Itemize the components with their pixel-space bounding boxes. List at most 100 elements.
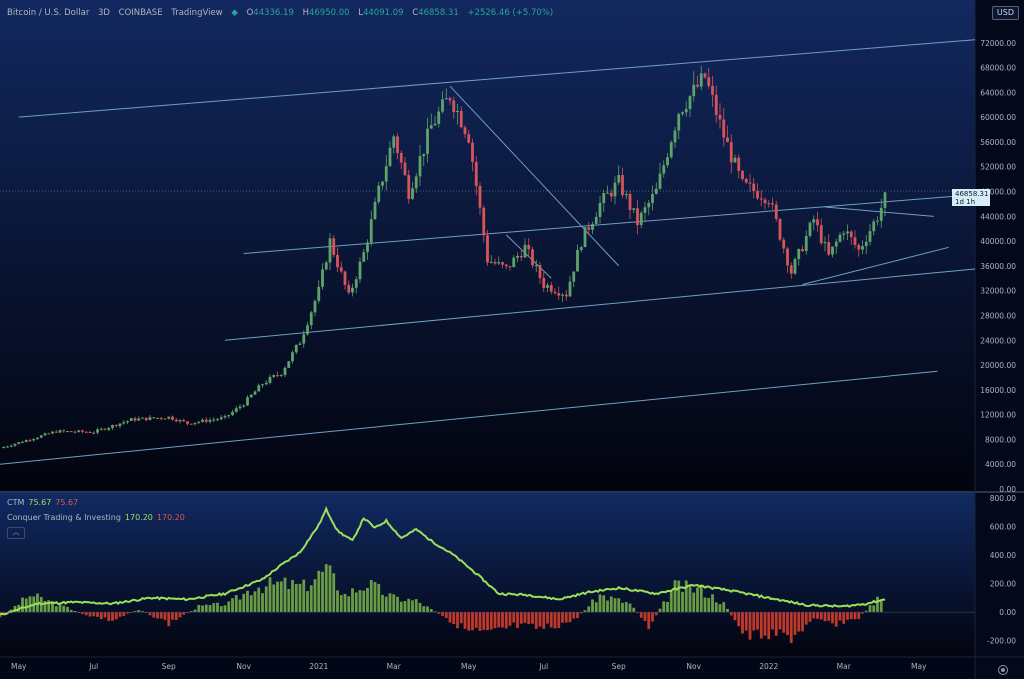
exchange-label: COINBASE <box>118 8 163 18</box>
candle-body <box>437 111 441 124</box>
candle-body <box>212 419 216 421</box>
histogram-bar <box>339 595 343 613</box>
histogram-bar <box>332 573 336 613</box>
trendline[interactable] <box>449 85 620 267</box>
histogram-bar <box>756 612 759 630</box>
candle-body <box>197 421 201 423</box>
candle-body <box>276 375 279 377</box>
candle-body <box>58 430 62 433</box>
candle-body <box>238 406 242 409</box>
histogram-bar <box>167 612 171 627</box>
settings-gear-icon[interactable] <box>998 665 1008 675</box>
interval-label[interactable]: 3D <box>98 8 110 18</box>
oscillator-axis[interactable]: 800.00 600.00 400.00 200.00 0.00 -200.00 <box>0 494 1016 646</box>
histogram-bar <box>422 606 426 613</box>
cti-value-1: 170.20 <box>124 513 153 522</box>
histogram-bar <box>553 612 557 629</box>
histogram-bar <box>501 612 504 628</box>
histogram-bar <box>148 612 152 616</box>
histogram-bar <box>662 601 666 613</box>
histogram-bar <box>508 612 512 626</box>
histogram-bar <box>144 612 148 613</box>
histogram-bar <box>677 580 681 613</box>
histogram-bar <box>426 606 429 613</box>
candle-body <box>219 417 223 420</box>
candle-body <box>816 219 819 226</box>
trendline[interactable] <box>224 268 976 341</box>
histogram-bar <box>96 612 99 617</box>
histogram-bar <box>264 586 268 613</box>
time-axis[interactable]: May Jul Sep Nov 2021 Mar May Jul Sep Nov 2022 Mar Ma… <box>11 662 927 671</box>
trendline[interactable] <box>18 39 976 118</box>
candle-body <box>628 194 632 210</box>
histogram-bar <box>58 603 62 613</box>
candle-body <box>339 267 343 272</box>
histogram-bar <box>411 600 414 613</box>
oscillator-line-path <box>0 505 886 616</box>
histogram-bar <box>141 611 144 613</box>
histogram-bar <box>358 590 362 613</box>
price-axis[interactable]: 0.00 4000.00 8000.00 12000.00 16000.00 20000.… <box>980 39 1016 494</box>
candle-body <box>47 433 51 435</box>
candle-body <box>441 99 444 112</box>
candle-body <box>842 233 846 235</box>
candle-body <box>321 269 324 287</box>
candlesticks[interactable] <box>2 65 887 449</box>
last-price-value: 46858.31 <box>955 190 989 198</box>
candle-body <box>2 447 6 449</box>
currency-button[interactable]: USD <box>991 6 1019 20</box>
histogram-bar <box>812 612 816 619</box>
histogram-bar <box>137 610 141 613</box>
histogram-bar <box>388 593 392 613</box>
trendline[interactable] <box>824 206 934 217</box>
histogram-bar <box>392 594 396 613</box>
histogram-bar <box>429 609 433 613</box>
candle-body <box>193 422 197 425</box>
histogram-bar <box>253 591 257 613</box>
candle-body <box>373 201 377 220</box>
time-tick-label: 2021 <box>309 662 328 671</box>
candle-body <box>729 142 733 163</box>
cti-legend[interactable]: Conquer Trading & Investing 170.20 170.20 <box>7 513 185 522</box>
histogram-bar <box>92 612 96 617</box>
candle-body <box>28 440 32 442</box>
histogram-bar <box>276 581 279 613</box>
histogram-bar <box>666 601 669 613</box>
trendline[interactable] <box>802 246 949 285</box>
histogram-bar <box>178 612 182 618</box>
histogram-bar <box>223 605 227 613</box>
trendline[interactable] <box>243 194 976 254</box>
histogram-bar <box>324 564 328 613</box>
candle-body <box>167 416 171 419</box>
histogram-bar <box>639 612 643 618</box>
histogram-bar <box>201 605 204 613</box>
histogram-bar <box>238 599 242 613</box>
histogram-bar <box>759 612 763 639</box>
ctm-legend[interactable]: CTM 75.67 75.67 <box>7 498 78 507</box>
candle-body <box>84 431 88 433</box>
candle-body <box>786 248 789 266</box>
histogram-bar <box>328 565 332 613</box>
candle-body <box>868 231 872 242</box>
histogram-bar <box>849 612 853 620</box>
chevron-up-icon[interactable]: ︿ <box>7 527 25 539</box>
last-price-badge: 46858.31 1d 1h <box>952 189 990 206</box>
candle-body <box>426 128 429 154</box>
candle-body <box>227 415 231 417</box>
candle-body <box>377 185 381 202</box>
histogram-bar <box>853 612 857 620</box>
candle-body <box>366 242 369 253</box>
candle-body <box>707 77 711 86</box>
histogram-bar <box>643 612 647 621</box>
candle-body <box>414 176 418 189</box>
trendline[interactable] <box>0 370 938 465</box>
candle-body <box>471 142 474 162</box>
candle-body <box>579 247 583 250</box>
price-tick-label: 68000.00 <box>980 64 1016 73</box>
symbol-title[interactable]: Bitcoin / U.S. Dollar <box>7 8 90 18</box>
candle-body <box>624 194 628 196</box>
price-axis-background <box>975 0 1024 679</box>
candle-body <box>696 84 699 87</box>
cti-name: Conquer Trading & Investing <box>7 513 121 522</box>
